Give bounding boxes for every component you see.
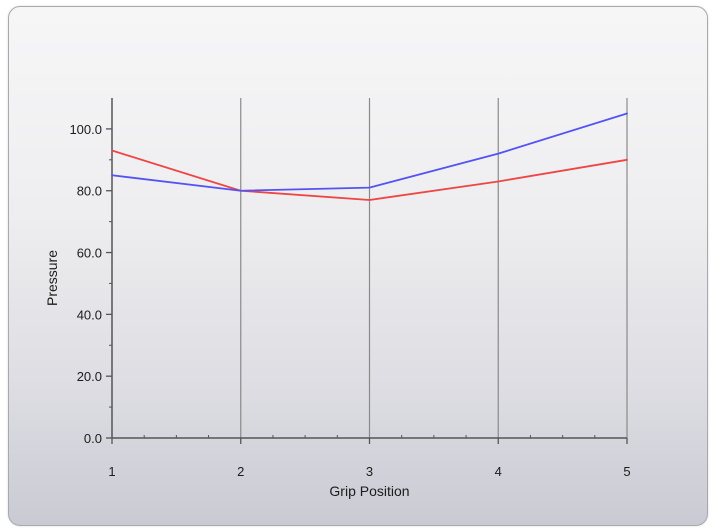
x-tick-label: 4 [495, 464, 502, 479]
y-tick-label: 0.0 [84, 431, 102, 446]
y-tick-label: 60.0 [77, 246, 102, 261]
x-tick-label: 2 [237, 464, 244, 479]
x-tick-label: 5 [623, 464, 630, 479]
chart-panel [8, 6, 708, 526]
grid-layer [240, 98, 628, 438]
y-tick-label: 40.0 [77, 307, 102, 322]
series-line-1 [111, 149, 628, 201]
series-layer [111, 112, 628, 201]
x-tick-label: 3 [366, 464, 373, 479]
x-tick-label: 1 [108, 464, 115, 479]
x-axis-title: Grip Position [329, 483, 409, 499]
y-axis-title: Pressure [44, 250, 60, 306]
y-tick-label: 20.0 [77, 369, 102, 384]
label-layer: 0.0 20.0 40.0 60.0 80.0 100.0 1 2 3 4 5 [69, 122, 630, 479]
y-tick-label: 80.0 [77, 184, 102, 199]
tick-layer [106, 128, 628, 444]
series-line-2 [111, 112, 628, 192]
y-tick-label: 100.0 [69, 122, 102, 137]
